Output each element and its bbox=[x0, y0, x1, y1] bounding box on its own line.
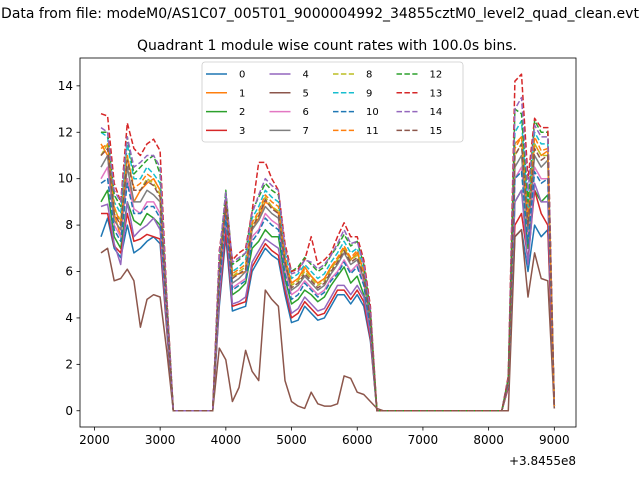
legend-label-10: 10 bbox=[366, 107, 379, 118]
legend-label-4: 4 bbox=[303, 70, 309, 81]
legend-label-15: 15 bbox=[430, 126, 443, 137]
y-tick-label: 12 bbox=[58, 125, 73, 139]
x-tick-label: 2000 bbox=[79, 433, 110, 447]
y-tick-label: 14 bbox=[58, 79, 73, 93]
legend-label-7: 7 bbox=[303, 126, 309, 137]
x-tick-label: 9000 bbox=[539, 433, 570, 447]
plot-area bbox=[100, 73, 556, 412]
legend-label-9: 9 bbox=[366, 88, 372, 99]
legend-label-11: 11 bbox=[366, 126, 379, 137]
legend-label-0: 0 bbox=[239, 70, 245, 81]
x-offset-label: +3.8455e8 bbox=[509, 454, 576, 468]
chart-title: Quadrant 1 module wise count rates with … bbox=[137, 38, 517, 54]
legend-label-14: 14 bbox=[430, 107, 443, 118]
y-tick-label: 4 bbox=[65, 311, 73, 325]
y-tick-label: 0 bbox=[65, 404, 73, 418]
y-tick-label: 2 bbox=[65, 357, 73, 371]
legend-label-2: 2 bbox=[239, 107, 245, 118]
legend-label-3: 3 bbox=[239, 126, 245, 137]
figure-suptitle: Data from file: modeM0/AS1C07_005T01_900… bbox=[1, 6, 639, 22]
x-tick-label: 5000 bbox=[276, 433, 307, 447]
x-tick-label: 6000 bbox=[342, 433, 373, 447]
legend-box bbox=[201, 61, 464, 143]
x-tick-label: 3000 bbox=[145, 433, 176, 447]
legend-label-8: 8 bbox=[366, 70, 372, 81]
axes-frame bbox=[79, 57, 577, 428]
y-tick-label: 10 bbox=[58, 172, 73, 186]
x-tick-label: 4000 bbox=[211, 433, 242, 447]
x-tick-label: 8000 bbox=[473, 433, 504, 447]
legend-label-13: 13 bbox=[430, 88, 443, 99]
legend-label-12: 12 bbox=[430, 70, 443, 81]
y-tick-label: 8 bbox=[65, 218, 73, 232]
axes: 2000 3000 4000 5000 6000 7000 8000 900002468101… bbox=[58, 57, 577, 447]
legend-label-1: 1 bbox=[239, 88, 245, 99]
y-tick-label: 6 bbox=[65, 265, 73, 279]
series-line-15 bbox=[100, 143, 556, 412]
legend-label-5: 5 bbox=[303, 88, 309, 99]
legend-label-6: 6 bbox=[303, 107, 309, 118]
x-tick-label: 7000 bbox=[408, 433, 439, 447]
